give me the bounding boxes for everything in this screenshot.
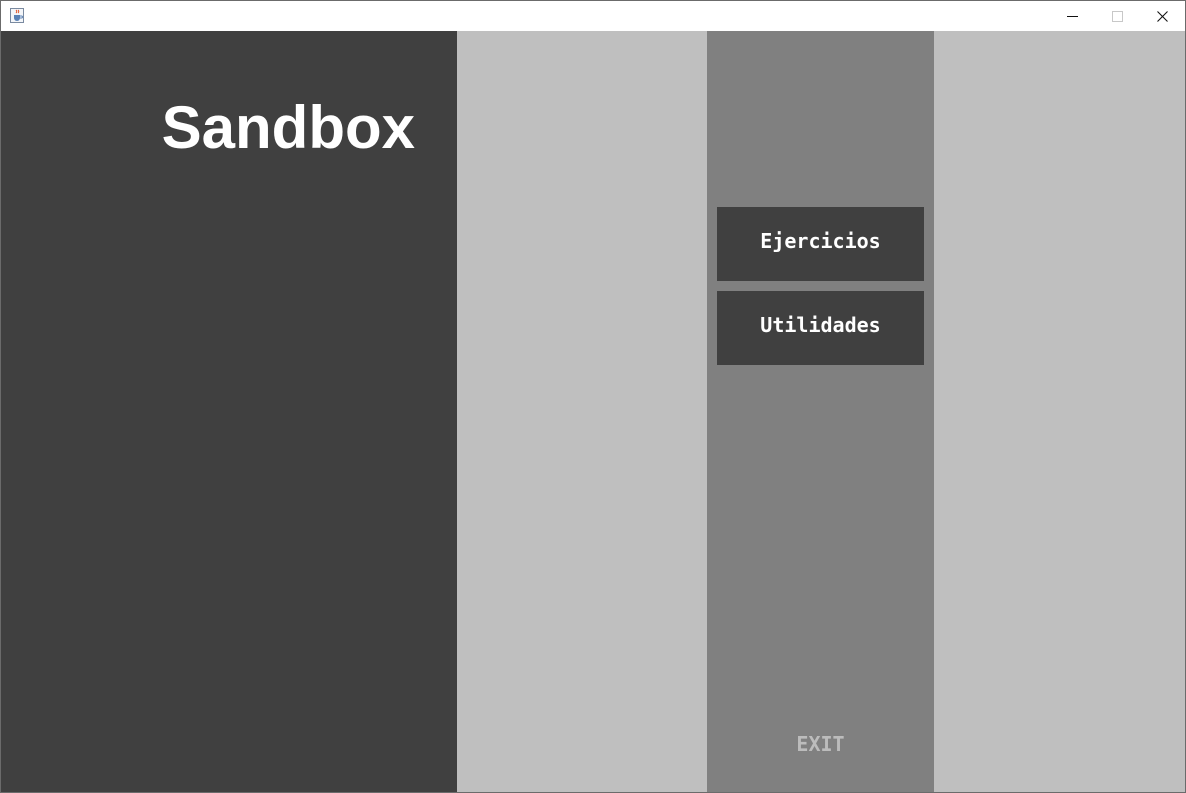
content-area: Sandbox Ejercicios Utilidades EXIT [1,31,1185,792]
close-icon [1156,10,1168,22]
utilidades-button[interactable]: Utilidades [717,291,924,365]
utilidades-button-label: Utilidades [760,313,881,337]
minimize-button[interactable] [1049,1,1095,31]
close-button[interactable] [1139,1,1185,31]
spacer-panel-left [457,31,707,792]
app-title: Sandbox [161,94,415,161]
minimize-icon [1066,15,1078,17]
ejercicios-button[interactable]: Ejercicios [717,207,924,281]
exit-button-label: EXIT [796,732,845,756]
maximize-button[interactable] [1094,1,1140,31]
java-cup-icon[interactable] [10,8,24,23]
ejercicios-button-label: Ejercicios [760,229,881,253]
title-panel: Sandbox [1,31,457,792]
spacer-panel-right [934,31,1185,792]
menu-panel: Ejercicios Utilidades EXIT [707,31,934,792]
title-bar[interactable] [1,1,1185,31]
exit-button[interactable]: EXIT [707,731,934,757]
maximize-icon [1111,10,1123,22]
